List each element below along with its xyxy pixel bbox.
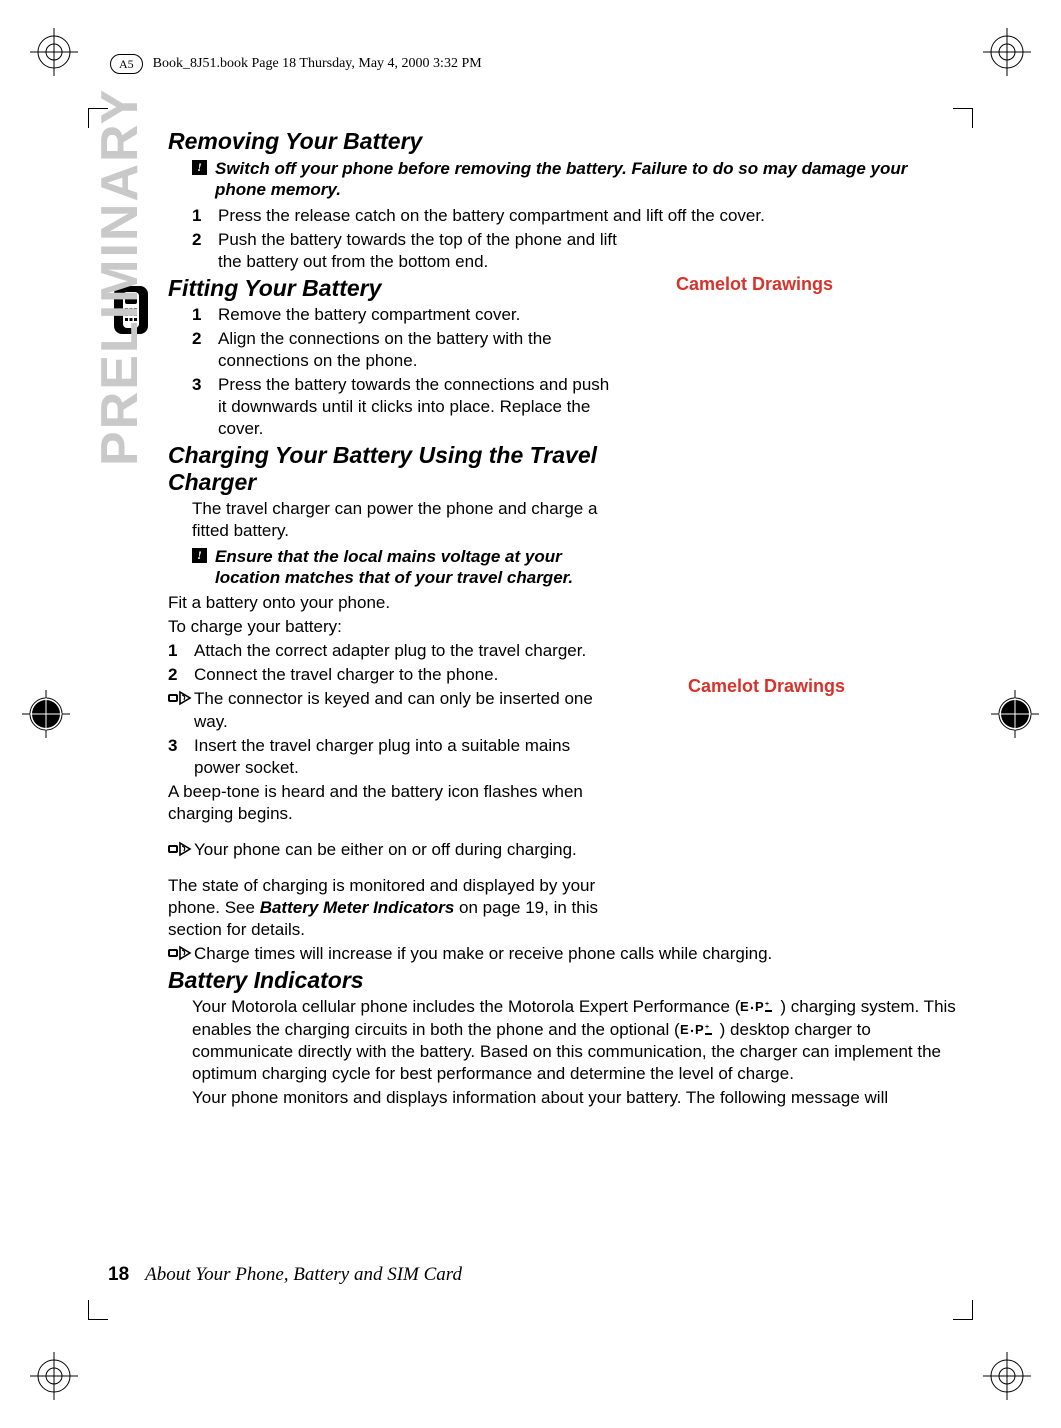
regmark-mid-left	[22, 690, 70, 738]
heading-charging: Charging Your Battery Using the Travel C…	[168, 442, 598, 496]
ep-logo-icon: EP+	[680, 1022, 720, 1038]
fitting-step-1: 1Remove the battery compartment cover.	[192, 304, 622, 326]
preliminary-watermark: PRELIMINARY	[90, 88, 150, 466]
indicators-p1: Your Motorola cellular phone includes th…	[192, 996, 963, 1084]
regmark-bottom-right	[983, 1352, 1031, 1400]
charging-monitor: The state of charging is monitored and d…	[168, 875, 598, 941]
svg-text:E: E	[740, 999, 749, 1014]
charging-fit: Fit a battery onto your phone.	[168, 592, 598, 614]
note-chargetimes: Charge times will increase if you make o…	[168, 943, 963, 965]
fitting-step-3: 3Press the battery towards the connectio…	[192, 374, 622, 440]
crop-mark	[953, 108, 973, 128]
svg-text:P: P	[755, 999, 764, 1014]
heading-fitting: Fitting Your Battery	[168, 275, 963, 302]
removing-step-1: 1Press the release catch on the battery …	[192, 205, 963, 227]
running-head-text: Book_8J51.book Page 18 Thursday, May 4, …	[153, 56, 482, 72]
page-footer: 18 About Your Phone, Battery and SIM Car…	[108, 1264, 462, 1286]
svg-text:+: +	[705, 1024, 709, 1031]
running-head: A5 Book_8J51.book Page 18 Thursday, May …	[110, 54, 482, 74]
note-icon	[168, 690, 192, 706]
ep-logo-icon: EP+	[740, 999, 780, 1015]
svg-text:P: P	[695, 1022, 704, 1037]
heading-indicators: Battery Indicators	[168, 967, 963, 994]
svg-text:+: +	[765, 1001, 769, 1008]
note-icon	[168, 841, 192, 857]
charging-intro: The travel charger can power the phone a…	[192, 498, 622, 542]
warning-icon: !	[192, 160, 207, 175]
heading-removing: Removing Your Battery	[168, 128, 963, 155]
spacer	[168, 827, 598, 837]
regmark-mid-right	[991, 690, 1039, 738]
note-onoff: Your phone can be either on or off durin…	[168, 839, 598, 861]
regmark-top-right	[983, 28, 1031, 76]
warning-removing: ! Switch off your phone before removing …	[192, 158, 963, 201]
charging-beep: A beep-tone is heard and the battery ico…	[168, 781, 598, 825]
chapter-title: About Your Phone, Battery and SIM Card	[145, 1264, 462, 1286]
ref-battery-meter: Battery Meter Indicators	[260, 898, 455, 917]
crop-mark	[953, 1300, 973, 1320]
a5-badge: A5	[110, 54, 143, 74]
crop-mark	[88, 1300, 108, 1320]
spacer	[168, 863, 598, 873]
charging-tocharge: To charge your battery:	[168, 616, 598, 638]
charging-step-1: 1Attach the correct adapter plug to the …	[168, 640, 598, 662]
warning-charging: ! Ensure that the local mains voltage at…	[192, 546, 622, 589]
regmark-bottom-left	[30, 1352, 78, 1400]
page-body: Removing Your Battery ! Switch off your …	[168, 126, 963, 1111]
charging-step-3: 3Insert the travel charger plug into a s…	[168, 735, 598, 779]
svg-text:E: E	[680, 1022, 689, 1037]
note-icon	[168, 945, 192, 961]
warning-icon: !	[192, 548, 207, 563]
charging-step-2: 2Connect the travel charger to the phone…	[168, 664, 598, 686]
regmark-top-left	[30, 28, 78, 76]
fitting-step-2: 2Align the connections on the battery wi…	[192, 328, 622, 372]
indicators-p2: Your phone monitors and displays informa…	[192, 1087, 963, 1109]
page-number: 18	[108, 1264, 129, 1286]
warning-text: Switch off your phone before removing th…	[215, 158, 963, 201]
note-connector: The connector is keyed and can only be i…	[168, 688, 598, 732]
warning-text: Ensure that the local mains voltage at y…	[215, 546, 622, 589]
removing-step-2: 2Push the battery towards the top of the…	[192, 229, 622, 273]
